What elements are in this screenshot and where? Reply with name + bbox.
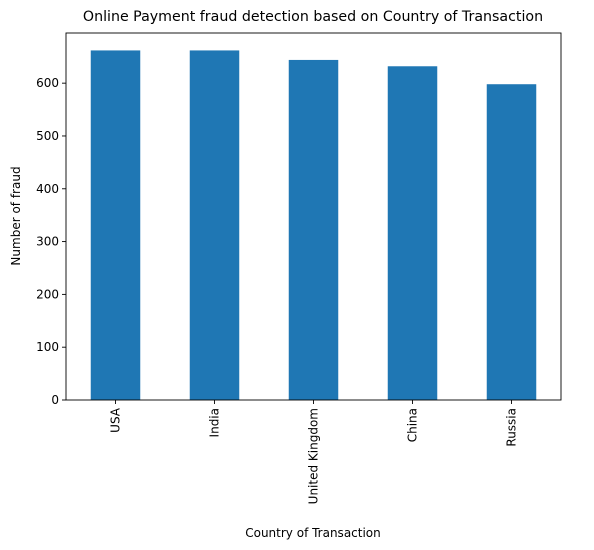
bars-group bbox=[90, 50, 537, 400]
x-tick-label: Russia bbox=[505, 408, 519, 447]
y-tick-label: 500 bbox=[36, 129, 59, 143]
x-axis-label: Country of Transaction bbox=[245, 526, 381, 540]
x-axis: USA India United Kingdom China Russia bbox=[109, 400, 519, 504]
y-tick-label: 0 bbox=[51, 393, 59, 407]
x-tick-label: China bbox=[406, 408, 420, 442]
bar-united-kingdom bbox=[288, 59, 339, 400]
y-tick-label: 600 bbox=[36, 76, 59, 90]
bar-china bbox=[387, 66, 438, 400]
x-tick-label: India bbox=[208, 408, 222, 437]
bar-india bbox=[189, 50, 240, 400]
x-tick-label: USA bbox=[109, 407, 123, 433]
y-tick-label: 400 bbox=[36, 182, 59, 196]
bar-usa bbox=[90, 50, 141, 400]
chart-title: Online Payment fraud detection based on … bbox=[83, 9, 543, 25]
y-tick-label: 100 bbox=[36, 340, 59, 354]
x-tick-label: United Kingdom bbox=[307, 408, 321, 504]
y-tick-label: 300 bbox=[36, 235, 59, 249]
y-axis-label: Number of fraud bbox=[9, 166, 23, 265]
bar-russia bbox=[486, 84, 537, 400]
y-tick-label: 200 bbox=[36, 287, 59, 301]
y-axis: 0 100 200 300 400 500 600 bbox=[36, 76, 66, 407]
